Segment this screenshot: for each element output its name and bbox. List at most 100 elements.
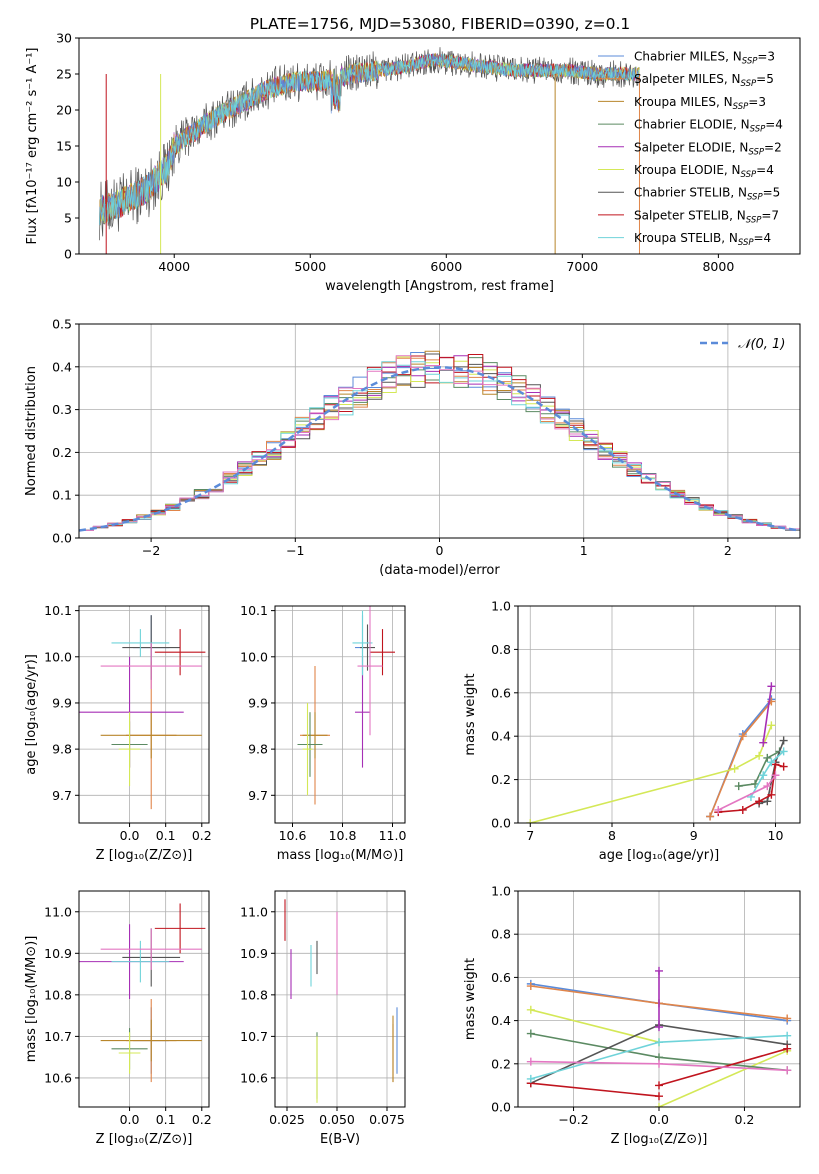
plus-marker <box>763 797 772 806</box>
gaussian-curve <box>79 366 800 532</box>
plus-marker <box>738 805 747 814</box>
legend-tail: =2 <box>764 140 782 154</box>
legend-text: Salpeter STELIB, N <box>634 208 746 222</box>
y-tick-label: 0.6 <box>491 685 511 700</box>
y-tick-label: 0.1 <box>52 488 72 503</box>
legend-subscript: SSP <box>733 102 749 112</box>
weight-line-chab_elodie <box>738 750 780 787</box>
legend-subscript: SSP <box>741 170 757 180</box>
plus-marker <box>655 966 663 975</box>
plus-marker <box>759 771 768 780</box>
legend-entry: Salpeter STELIB, NSSP=7 <box>634 208 779 225</box>
legend-text: Salpeter MILES, N <box>634 72 741 86</box>
plus-marker <box>779 747 788 756</box>
x-tick-label: 10.6 <box>279 828 307 843</box>
plus-marker <box>779 736 788 745</box>
legend-entry: Chabrier ELODIE, NSSP=4 <box>634 118 783 135</box>
plus-marker <box>655 1023 663 1032</box>
legend-tail: =4 <box>765 118 783 132</box>
panel-spectrum: 4000 5000 6000 7000 8000 0 5 10 15 20 25 30 waveleng… <box>25 31 801 294</box>
legend-subscript: SSP <box>746 215 762 225</box>
plot-area-mass_vs_ebv <box>284 899 398 1103</box>
y-tick-label: 5 <box>64 211 72 226</box>
x-tick-label: 0 <box>436 543 444 558</box>
legend-subscript: SSP <box>748 147 764 157</box>
axes-frame <box>78 890 210 1108</box>
y-tick-label: 0.8 <box>491 642 511 657</box>
legend-subscript: SSP <box>747 193 763 203</box>
y-tick-label: 0.2 <box>52 445 72 460</box>
x-tick-label: −0.2 <box>558 1112 588 1127</box>
y-tick-label: 10.8 <box>44 987 72 1002</box>
legend-subscript: SSP <box>750 125 766 135</box>
plot-area-residuals <box>79 350 800 532</box>
y-tick-label: 10.7 <box>240 1029 268 1044</box>
panel-weight_vs_Z: −0.2 0.0 0.2 0.0 0.2 0.4 0.6 0.8 1.0 Z [log₁₀(Z/Z… <box>463 884 801 1147</box>
plus-marker <box>738 732 747 741</box>
legend-tail: =5 <box>763 186 781 200</box>
x-tick-label: 0.025 <box>269 1112 305 1127</box>
x-tick-label: 0.075 <box>369 1112 405 1127</box>
plus-marker <box>771 771 780 780</box>
legend-text: Chabrier STELIB, N <box>634 186 747 200</box>
weight-line-krou_elodie <box>530 1009 660 1043</box>
plot-area-mass_vs_Z <box>79 903 206 1083</box>
x-tick-label: 7000 <box>566 259 598 274</box>
y-tick-label: 0.2 <box>491 1056 511 1071</box>
legend-entry: Chabrier MILES, NSSP=3 <box>634 50 775 67</box>
plot-area-weight_vs_Z <box>526 966 792 1107</box>
y-tick-label: 30 <box>56 31 72 46</box>
plot-area-age_vs_Z <box>79 615 206 810</box>
y-tick-label: 10.0 <box>44 649 72 664</box>
plus-marker <box>655 1103 663 1107</box>
weight-line-krou_stelib <box>750 750 785 798</box>
gaussian-legend-label: 𝒩(0, 1) <box>738 337 785 352</box>
y-tick-label: 0.4 <box>52 359 72 374</box>
x-axis-label: E(B-V) <box>320 1132 360 1147</box>
panel-mass_vs_ebv: 0.025 0.050 0.075 10.6 10.7 10.8 10.9 11.0 E(B-V… <box>240 890 406 1147</box>
legend-entry: Kroupa ELODIE, NSSP=4 <box>634 163 774 180</box>
plus-marker <box>714 805 723 814</box>
x-tick-label: 9 <box>690 828 698 843</box>
plus-marker <box>655 1081 663 1090</box>
x-axis-label: (data-model)/error <box>379 563 500 578</box>
plus-marker <box>755 751 764 760</box>
weight-line-salp_elodie <box>762 686 773 743</box>
y-tick-label: 9.9 <box>248 695 268 710</box>
weight-line-salp_stelib <box>530 1082 660 1097</box>
panel-age_vs_mass: 10.6 10.8 11.0 9.7 9.8 9.9 10.0 10.1 mass [log₁₀… <box>240 603 406 863</box>
legend-subscript: SSP <box>741 79 757 89</box>
plus-marker <box>526 982 535 991</box>
x-tick-label: −2 <box>142 543 160 558</box>
legend-tail: =5 <box>756 72 774 86</box>
weight-line-krou_elodie <box>530 725 773 823</box>
x-axis-label: mass [log₁₀(M/M⊙)] <box>277 848 404 863</box>
y-tick-label: 1.0 <box>491 884 511 899</box>
plot-area-spectrum <box>99 47 640 254</box>
legend-text: Salpeter ELODIE, N <box>634 140 748 154</box>
legend-text: Kroupa STELIB, N <box>634 231 738 245</box>
legend-text: Kroupa ELODIE, N <box>634 163 741 177</box>
legend-entry: Chabrier STELIB, NSSP=5 <box>634 186 780 203</box>
x-tick-label: −1 <box>286 543 304 558</box>
weight-line-krou_elodie <box>658 1050 788 1107</box>
y-tick-label: 10.8 <box>240 987 268 1002</box>
y-tick-label: 11.0 <box>240 904 268 919</box>
plot-area-age_vs_mass <box>297 606 395 805</box>
y-tick-label: 10.6 <box>240 1070 268 1085</box>
plus-marker <box>763 782 772 791</box>
y-tick-label: 9.9 <box>52 695 72 710</box>
plus-marker <box>767 758 776 767</box>
y-tick-label: 11.0 <box>44 904 72 919</box>
y-tick-label: 0.3 <box>52 402 72 417</box>
x-tick-label: 2 <box>724 543 732 558</box>
legend-tail: =4 <box>754 231 772 245</box>
y-tick-label: 0.0 <box>491 1100 511 1115</box>
y-tick-label: 25 <box>56 67 72 82</box>
panel-weight_vs_age: 7 8 9 10 0.0 0.2 0.4 0.6 0.8 1.0 age [log₁₀(age/yr… <box>463 599 801 863</box>
spectrum-line-krou_stelib <box>99 53 640 226</box>
x-tick-label: 0.0 <box>649 1112 669 1127</box>
plus-marker <box>783 1066 792 1075</box>
